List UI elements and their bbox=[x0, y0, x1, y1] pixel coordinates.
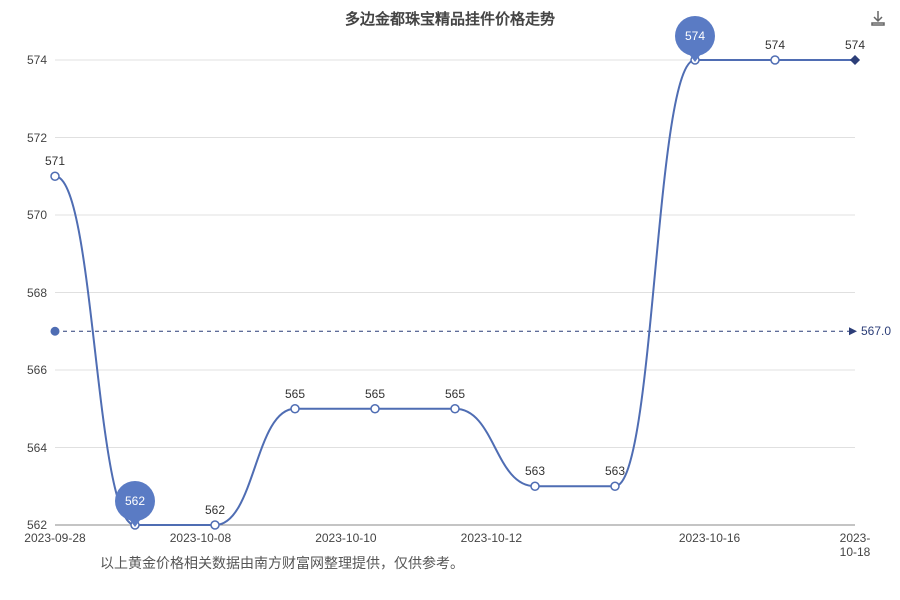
chart-container: 多边金都珠宝精品挂件价格走势 以上黄金价格相关数据由南方财富网整理提供，仅供参考… bbox=[0, 0, 900, 600]
y-tick-label: 566 bbox=[7, 363, 47, 377]
y-tick-label: 570 bbox=[7, 208, 47, 222]
data-point-label: 565 bbox=[445, 387, 465, 401]
y-tick-label: 574 bbox=[7, 53, 47, 67]
callout-bubble: 574 bbox=[675, 16, 715, 56]
y-tick-label: 564 bbox=[7, 441, 47, 455]
reference-line-label: 567.0 bbox=[861, 324, 891, 338]
x-tick-label: 2023-09-28 bbox=[24, 531, 85, 545]
callout-bubble: 562 bbox=[115, 481, 155, 521]
x-tick-label: 2023-10-12 bbox=[461, 531, 522, 545]
footer-text: 以上黄金价格相关数据由南方财富网整理提供，仅供参考。 bbox=[100, 553, 464, 573]
data-point-label: 565 bbox=[285, 387, 305, 401]
data-point-label: 565 bbox=[365, 387, 385, 401]
y-tick-label: 562 bbox=[7, 518, 47, 532]
x-tick-label: 2023-10-16 bbox=[679, 531, 740, 545]
data-point-label: 563 bbox=[525, 464, 545, 478]
data-point-label: 562 bbox=[205, 503, 225, 517]
data-point-label: 571 bbox=[45, 154, 65, 168]
data-point-label: 563 bbox=[605, 464, 625, 478]
y-tick-label: 568 bbox=[7, 286, 47, 300]
data-point-label: 574 bbox=[765, 38, 785, 52]
data-point-label: 574 bbox=[845, 38, 865, 52]
y-tick-label: 572 bbox=[7, 131, 47, 145]
x-tick-label: 2023-10-08 bbox=[170, 531, 231, 545]
x-tick-label: 2023-10-18 bbox=[833, 531, 878, 559]
x-tick-label: 2023-10-10 bbox=[315, 531, 376, 545]
